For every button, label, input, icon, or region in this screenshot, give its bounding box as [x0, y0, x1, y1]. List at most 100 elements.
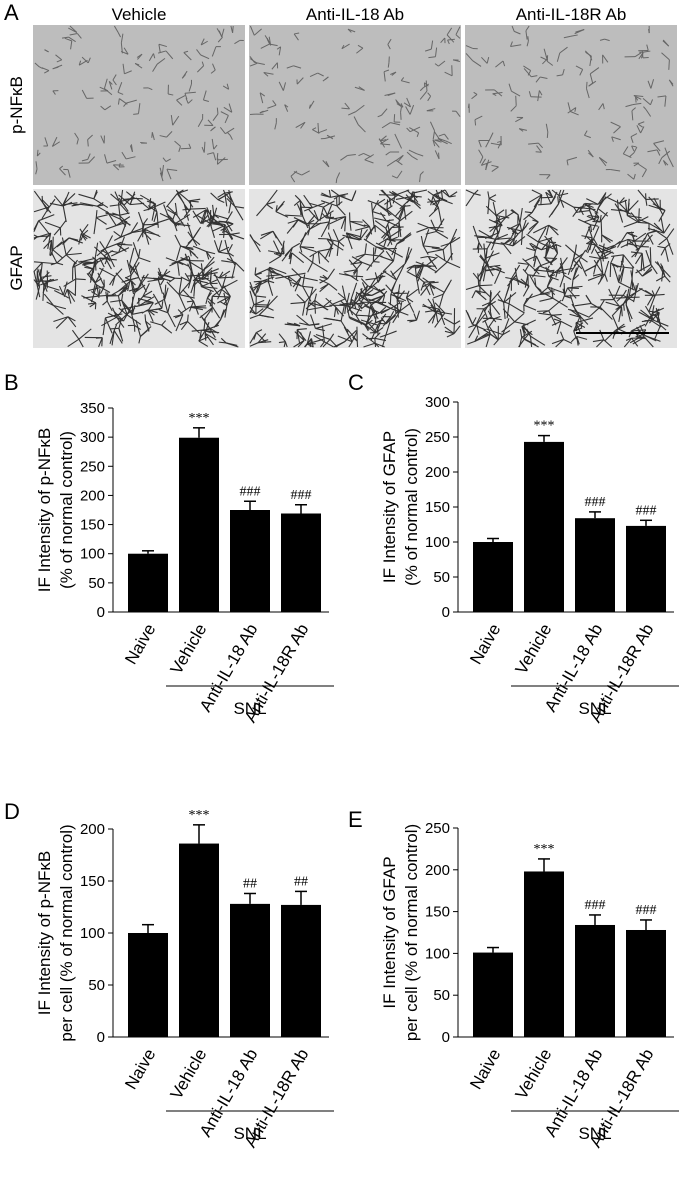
texture	[589, 255, 601, 260]
texture	[668, 59, 670, 70]
texture	[188, 83, 192, 92]
texture	[589, 56, 592, 67]
texture	[198, 336, 209, 342]
texture	[40, 281, 48, 286]
texture	[558, 195, 565, 208]
texture	[477, 264, 487, 278]
texture	[566, 160, 569, 166]
texture	[133, 113, 139, 115]
texture	[113, 330, 123, 344]
texture	[120, 204, 130, 215]
texture	[618, 306, 623, 323]
texture	[490, 142, 502, 146]
texture	[405, 297, 415, 313]
texture	[574, 302, 592, 307]
texture	[622, 294, 634, 302]
texture	[474, 333, 491, 342]
texture	[465, 193, 475, 207]
texture	[202, 276, 211, 282]
texture	[99, 86, 109, 92]
group-label: SNL	[578, 699, 611, 718]
texture	[578, 249, 587, 261]
texture	[350, 282, 358, 300]
texture	[165, 158, 171, 163]
texture	[63, 278, 76, 287]
texture	[387, 62, 390, 68]
texture	[360, 278, 369, 287]
texture	[105, 291, 108, 302]
texture	[333, 306, 337, 318]
texture	[538, 142, 544, 149]
texture	[356, 47, 364, 54]
texture	[488, 264, 501, 268]
texture	[379, 334, 386, 338]
texture	[510, 264, 521, 279]
texture	[203, 99, 210, 102]
texture	[417, 222, 430, 229]
texture	[548, 224, 559, 236]
texture	[88, 272, 97, 283]
texture	[535, 285, 543, 295]
texture	[303, 207, 313, 212]
texture	[83, 264, 94, 270]
texture	[249, 62, 258, 67]
texture	[637, 121, 645, 125]
texture	[306, 331, 312, 345]
y-tick-label: 50	[433, 569, 450, 586]
texture	[297, 328, 307, 331]
texture	[481, 161, 492, 166]
texture	[661, 52, 670, 61]
texture	[624, 199, 628, 216]
texture	[653, 143, 661, 152]
texture	[254, 305, 267, 308]
texture	[400, 103, 404, 108]
texture	[446, 27, 453, 36]
texture	[537, 237, 551, 243]
texture	[363, 342, 376, 348]
texture	[351, 256, 363, 263]
texture	[623, 303, 625, 311]
texture	[273, 252, 282, 257]
texture	[138, 336, 141, 344]
texture	[658, 210, 666, 222]
texture	[47, 233, 52, 249]
texture	[427, 95, 432, 102]
texture	[644, 233, 648, 240]
texture	[83, 229, 89, 235]
significance: ***	[189, 808, 210, 823]
texture	[76, 138, 79, 145]
texture	[298, 251, 313, 263]
texture	[404, 246, 410, 264]
texture	[484, 319, 491, 334]
texture	[62, 201, 73, 207]
texture	[151, 132, 155, 141]
texture	[438, 60, 446, 67]
texture	[223, 295, 231, 305]
texture	[505, 278, 512, 296]
y-tick-label: 150	[80, 873, 105, 890]
texture	[489, 302, 492, 312]
texture	[651, 313, 661, 321]
texture	[176, 95, 186, 101]
texture	[71, 203, 81, 207]
texture	[374, 338, 377, 348]
texture	[212, 225, 224, 232]
texture	[220, 337, 227, 344]
texture	[364, 154, 374, 161]
texture	[389, 294, 392, 306]
y-tick-label: 250	[80, 458, 105, 475]
texture	[159, 212, 174, 220]
y-tick-label: 300	[80, 429, 105, 446]
texture	[129, 145, 133, 152]
texture	[433, 192, 441, 196]
texture	[628, 278, 633, 297]
texture	[326, 238, 339, 243]
texture	[466, 312, 473, 325]
texture	[503, 237, 516, 245]
texture	[563, 274, 572, 281]
texture	[348, 341, 353, 348]
texture	[61, 237, 67, 255]
texture	[590, 224, 593, 233]
texture	[571, 253, 576, 264]
y-tick-label: 100	[425, 945, 450, 962]
